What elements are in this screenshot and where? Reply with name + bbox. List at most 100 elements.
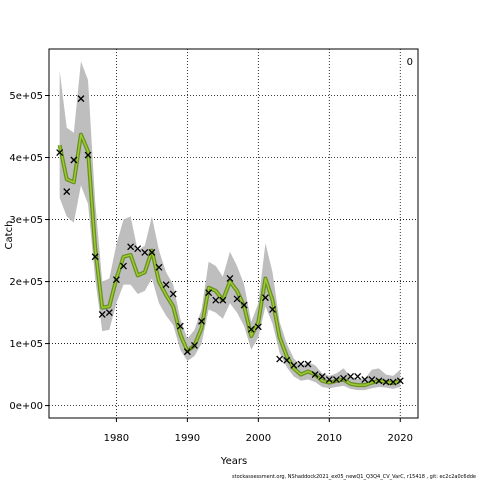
observed-point-stroke <box>375 377 383 385</box>
observed-point-stroke <box>297 360 305 368</box>
footer-note: stockassessment.org, NShaddock2021_ex05_… <box>232 474 476 480</box>
observed-point <box>290 361 298 369</box>
observed-point-stroke <box>290 361 298 369</box>
observed-point <box>332 376 340 384</box>
observed-point <box>198 317 206 325</box>
observed-point-stroke <box>112 276 120 284</box>
observed-point <box>141 248 149 256</box>
observed-point-stroke <box>340 374 347 382</box>
observed-point <box>212 296 220 304</box>
observed-point-stroke <box>77 95 85 103</box>
observed-points <box>56 95 404 386</box>
observed-point <box>205 289 213 297</box>
observed-point-stroke <box>162 281 170 289</box>
observed-point-stroke <box>233 295 241 303</box>
observed-point <box>127 243 135 251</box>
observed-point-stroke <box>261 294 269 302</box>
x-axis-label: Years <box>220 456 247 467</box>
observed-point <box>226 275 234 282</box>
observed-point <box>120 262 127 270</box>
observed-point-stroke <box>91 253 99 261</box>
observed-point-stroke <box>148 248 156 256</box>
grid <box>49 49 418 418</box>
y-tick-label: 3e+05 <box>9 215 43 226</box>
y-tick-label: 2e+05 <box>9 277 43 288</box>
observed-point <box>148 248 156 256</box>
observed-point <box>347 372 355 380</box>
observed-point-stroke <box>98 310 106 318</box>
observed-point-stroke <box>382 378 390 386</box>
observed-point-stroke <box>127 243 135 251</box>
observed-point-stroke <box>134 245 142 253</box>
observed-point <box>325 376 333 384</box>
observed-point <box>261 294 269 302</box>
observed-point-stroke <box>198 317 206 325</box>
observed-point <box>240 301 248 309</box>
observed-point-stroke <box>269 306 276 313</box>
observed-point-stroke <box>332 376 340 384</box>
observed-point <box>368 376 376 384</box>
observed-point-stroke <box>276 355 284 363</box>
observed-point <box>219 296 227 304</box>
observed-point <box>382 378 390 386</box>
observed-point <box>56 149 64 157</box>
observed-point-stroke <box>84 151 92 159</box>
observed-point-stroke <box>254 323 262 331</box>
observed-point-stroke <box>389 378 397 386</box>
observed-point-stroke <box>169 290 177 298</box>
plot-frame <box>48 48 419 419</box>
observed-point <box>318 372 326 380</box>
x-axis: 1980 1990 2000 2010 2020 <box>104 418 413 444</box>
observed-point <box>269 306 276 313</box>
observed-point <box>247 325 255 333</box>
y-tick-label: 5e+05 <box>9 91 43 102</box>
estimate-line <box>57 132 401 388</box>
observed-point <box>354 372 362 380</box>
y-tick-label: 0e+00 <box>9 401 43 412</box>
observed-point <box>340 374 347 382</box>
observed-point <box>105 309 113 317</box>
observed-point-stroke <box>318 372 326 380</box>
observed-point-stroke <box>120 262 127 270</box>
observed-point-stroke <box>247 325 255 333</box>
observed-point-stroke <box>70 156 78 164</box>
observed-point <box>84 151 92 159</box>
observed-point-stroke <box>311 371 319 379</box>
observed-point <box>375 377 383 385</box>
observed-point-stroke <box>347 372 355 380</box>
x-tick-label: 2000 <box>246 433 271 444</box>
observed-point <box>112 276 120 284</box>
ci-band <box>59 61 401 391</box>
observed-point-stroke <box>361 376 369 384</box>
observed-point-stroke <box>205 289 213 297</box>
observed-point <box>283 356 291 364</box>
observed-point-stroke <box>354 372 362 380</box>
observed-point <box>176 322 184 330</box>
x-tick-label: 1990 <box>175 433 200 444</box>
observed-point-stroke <box>212 296 220 304</box>
observed-point <box>169 290 177 298</box>
observed-point-stroke <box>105 309 113 317</box>
observed-point <box>396 377 404 385</box>
x-tick-label: 2020 <box>388 433 413 444</box>
observed-point <box>63 188 71 196</box>
observed-point <box>304 360 312 368</box>
observed-point-stroke <box>396 377 404 385</box>
observed-point-stroke <box>176 322 184 330</box>
observed-point-stroke <box>191 341 198 349</box>
observed-point <box>155 263 163 271</box>
observed-point-stroke <box>219 296 227 304</box>
observed-point-stroke <box>240 301 248 309</box>
x-tick-label: 1980 <box>104 433 129 444</box>
observed-point-stroke <box>63 188 71 196</box>
observed-point-stroke <box>325 376 333 384</box>
observed-point-stroke <box>304 360 312 368</box>
confidence-band <box>59 61 401 391</box>
observed-point <box>233 295 241 303</box>
observed-point-stroke <box>141 248 149 256</box>
observed-point <box>77 95 85 103</box>
observed-point <box>311 371 319 379</box>
observed-point <box>254 323 262 331</box>
